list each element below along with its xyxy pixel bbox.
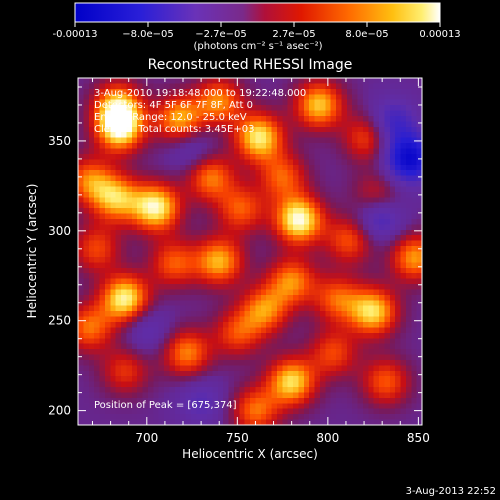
footer-timestamp: 3-Aug-2013 22:52: [406, 486, 496, 497]
y-tick-label: 350: [48, 134, 71, 148]
colorbar-unit-label: (photons cm⁻² s⁻¹ asec⁻²): [193, 41, 322, 52]
x-tick-label: 700: [135, 431, 158, 445]
peak-position-label: Position of Peak = [675,374]: [94, 400, 237, 411]
y-tick-label: 250: [48, 314, 71, 328]
info-line-time-range: 3-Aug-2010 19:18:48.000 to 19:22:48.000: [94, 88, 306, 99]
colorbar-tick-label: 2.7e−05: [272, 29, 315, 40]
colorbar-tick-label: 0.00013: [419, 29, 460, 40]
y-axis-label: Heliocentric Y (arcsec): [25, 184, 39, 319]
info-line-clean-counts: Clean Total counts: 3.45E+03: [94, 124, 254, 135]
x-axis-label: Heliocentric X (arcsec): [182, 447, 318, 461]
y-axis: 200 250 300 350: [48, 86, 422, 418]
colorbar-tick-label: -0.00013: [53, 29, 98, 40]
info-line-detectors: Detectors: 4F 5F 6F 7F 8F, Att 0: [94, 100, 253, 111]
colorbar-tick-label: 8.0e−05: [345, 29, 388, 40]
colorbar: -0.00013 −8.0e−05 −2.7e−05 2.7e−05 8.0e−05 0.…: [53, 2, 461, 52]
x-tick-label: 850: [407, 431, 430, 445]
colorbar-tick-labels: -0.00013 −8.0e−05 −2.7e−05 2.7e−05 8.0e−05 0.…: [53, 29, 461, 40]
colorbar-tick-label: −2.7e−05: [195, 29, 247, 40]
x-axis: 700 750 800 850: [91, 78, 430, 445]
info-text-block: 3-Aug-2010 19:18:48.000 to 19:22:48.000 …: [94, 88, 306, 135]
heatmap-image: [78, 78, 422, 425]
info-line-energy-range: Energy Range: 12.0 - 25.0 keV: [94, 112, 247, 123]
y-tick-label: 200: [48, 404, 71, 418]
colorbar-ticks: [74, 22, 441, 27]
plot-frame: [77, 77, 423, 426]
x-tick-label: 750: [226, 431, 249, 445]
chart-title: Reconstructed RHESSI Image: [148, 57, 353, 73]
colorbar-gradient: [74, 2, 441, 23]
y-tick-label: 300: [48, 224, 71, 238]
x-tick-label: 800: [316, 431, 339, 445]
colorbar-tick-label: −8.0e−05: [122, 29, 174, 40]
